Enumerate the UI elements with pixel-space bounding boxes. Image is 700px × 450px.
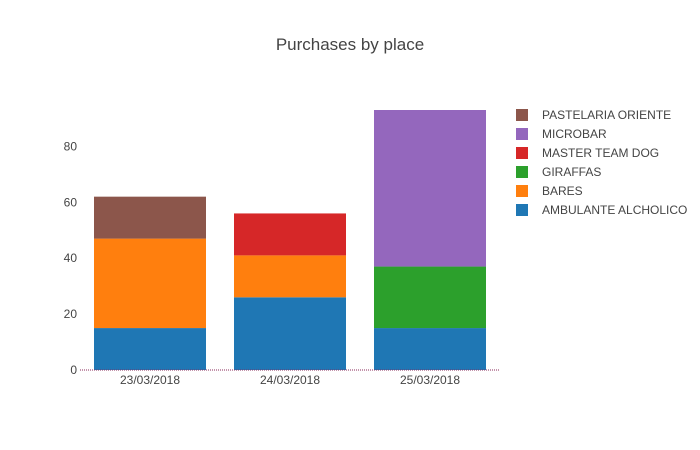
y-axis: 0 20 40 60 80 [64, 139, 78, 377]
y-tick-label: 40 [64, 251, 78, 265]
bar-segment[interactable] [94, 238, 206, 329]
legend-swatch[interactable] [516, 109, 528, 121]
legend-swatch[interactable] [516, 147, 528, 159]
x-tick-label: 25/03/2018 [400, 373, 460, 387]
bar-segment[interactable] [374, 328, 486, 370]
legend-label[interactable]: GIRAFFAS [542, 165, 601, 179]
x-tick-label: 24/03/2018 [260, 373, 320, 387]
legend-swatch[interactable] [516, 204, 528, 216]
legend-swatch[interactable] [516, 128, 528, 140]
x-axis: 23/03/2018 24/03/2018 25/03/2018 [80, 369, 500, 387]
bar-segment[interactable] [374, 266, 486, 329]
bar-segment[interactable] [234, 297, 346, 370]
y-tick-label: 80 [64, 139, 78, 153]
legend-swatch[interactable] [516, 166, 528, 178]
y-tick-label: 60 [64, 195, 78, 209]
legend-label[interactable]: MASTER TEAM DOG [542, 146, 659, 160]
chart-title: Purchases by place [276, 35, 424, 54]
bar-segment[interactable] [374, 110, 486, 267]
bars [94, 110, 486, 370]
legend-label[interactable]: PASTELARIA ORIENTE [542, 108, 671, 122]
legend-label[interactable]: BARES [542, 184, 583, 198]
bar-segment[interactable] [94, 196, 206, 239]
x-tick-label: 23/03/2018 [120, 373, 180, 387]
bar-segment[interactable] [94, 328, 206, 370]
y-tick-label: 0 [70, 363, 77, 377]
legend-label[interactable]: AMBULANTE ALCHOLICO [542, 203, 687, 217]
bar-segment[interactable] [234, 255, 346, 298]
bar-segment[interactable] [234, 213, 346, 256]
legend-label[interactable]: MICROBAR [542, 127, 607, 141]
legend-swatch[interactable] [516, 185, 528, 197]
legend: PASTELARIA ORIENTE MICROBAR MASTER TEAM DO… [516, 108, 687, 217]
y-tick-label: 20 [64, 307, 78, 321]
